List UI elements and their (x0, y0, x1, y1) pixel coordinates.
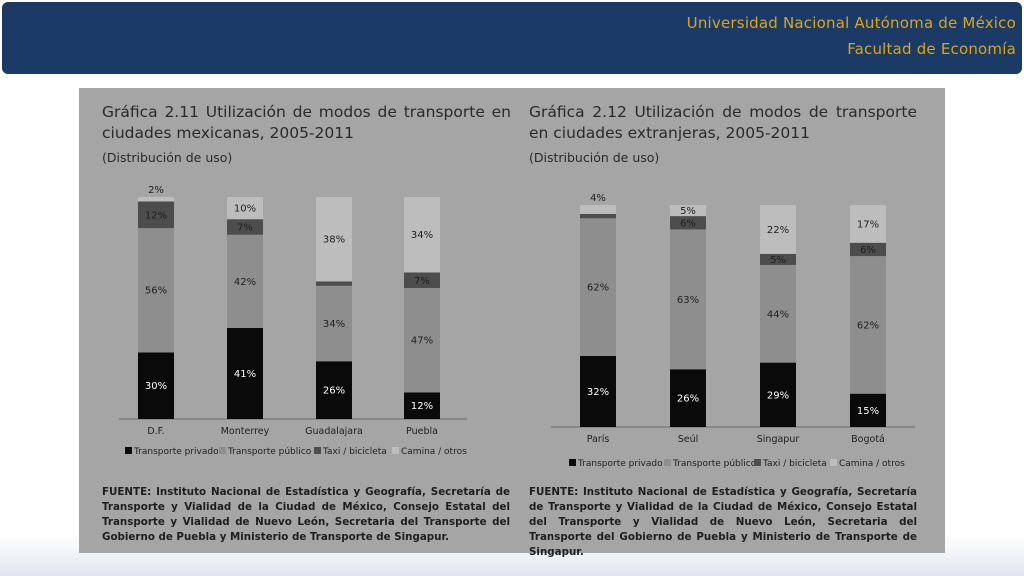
right-chart-label-singapur-taxi-bicicleta: 5% (770, 255, 786, 266)
right-chart-legend-camina-otros: Camina / otros (839, 459, 905, 469)
right-chart-bar-seul-transporte-privado (670, 369, 706, 427)
right-chart-legend-transporte-publico: Transporte público (672, 459, 757, 469)
left-chart-bar-guadalajara-transporte-privado (316, 361, 352, 419)
right-chart-label-singapur-transporte-publico: 44% (767, 309, 789, 320)
left-chart-label-guadalajara-transporte-publico: 34% (323, 319, 345, 330)
left-chart-bar-guadalajara-camina-otros (316, 197, 352, 282)
right-chart-bar-singapur-camina-otros (760, 205, 796, 254)
left-chart-subtitle: (Distribución de uso) (102, 150, 233, 165)
left-chart-label-monterrey-transporte-privado: 41% (234, 369, 256, 380)
right-chart-label-paris-transporte-publico: 62% (587, 283, 609, 294)
right-chart-bar-paris-transporte-publico (580, 218, 616, 356)
left-chart-bar-puebla-taxi-bicicleta (404, 272, 440, 289)
right-source-note: FUENTE: Instituto Nacional de Estadístic… (529, 486, 917, 558)
left-chart-tick-puebla: Puebla (406, 426, 438, 437)
left-chart-bar-guadalajara-taxi-bicicleta (316, 281, 352, 286)
right-chart-legend-transporte-privado: Transporte privado (577, 459, 663, 469)
right-chart-bar-paris-transporte-privado (580, 355, 616, 427)
right-chart-label-bogota-taxi-bicicleta: 6% (860, 245, 876, 256)
left-chart-bar-monterrey-camina-otros (227, 197, 263, 220)
right-chart-label-paris-transporte-privado: 32% (587, 387, 609, 398)
left-chart-legend-camina-otros: Camina / otros (401, 447, 467, 457)
right-chart-tick-singapur: Singapur (757, 434, 800, 445)
right-chart-label-singapur-transporte-privado: 29% (767, 390, 789, 401)
faculty-name: Facultad de Economía (847, 40, 1016, 58)
left-chart-legend-taxi-bicicleta: Taxi / bicicleta (322, 447, 387, 457)
left-chart-bar-d-f-transporte-privado (138, 352, 174, 419)
left-chart-bar-d-f-camina-otros (138, 197, 174, 202)
right-chart-label-seul-transporte-privado: 26% (677, 394, 699, 405)
left-chart-bar-d-f-taxi-bicicleta (138, 201, 174, 229)
right-chart-bar-singapur-taxi-bicicleta (760, 253, 796, 265)
left-chart-label-d-f-taxi-bicicleta: 12% (145, 210, 167, 221)
left-chart-tick-d-f: D.F. (147, 426, 164, 437)
university-name: Universidad Nacional Autónoma de México (686, 14, 1016, 32)
left-chart-bar-puebla-transporte-privado (404, 392, 440, 419)
right-chart-legend-swatch-camina-otros (830, 459, 837, 466)
left-chart-label-puebla-taxi-bicicleta: 7% (414, 276, 430, 287)
left-chart-label-guadalajara-camina-otros: 38% (323, 235, 345, 246)
left-chart-label-d-f-camina-otros: 2% (148, 185, 164, 196)
right-chart-label-paris-camina-otros: 4% (590, 193, 606, 204)
right-chart-bar-bogota-taxi-bicicleta (850, 242, 886, 257)
left-chart-legend-swatch-transporte-privado (125, 447, 132, 454)
right-chart-tick-paris: París (587, 434, 610, 445)
right-chart-label-seul-transporte-publico: 63% (677, 295, 699, 306)
right-chart-bar-singapur-transporte-publico (760, 264, 796, 363)
left-stacked-bar-chart: 30% 56% 12% 2% D.F. 41% 42% 7% 10% Monterrey 26% 34… (119, 185, 467, 457)
right-chart-label-seul-taxi-bicicleta: 6% (680, 218, 696, 229)
title-banner: Universidad Nacional Autónoma de México … (2, 2, 1022, 74)
right-chart-bar-bogota-camina-otros (850, 205, 886, 243)
left-chart-bar-d-f-transporte-publico (138, 228, 174, 353)
left-chart-label-monterrey-taxi-bicicleta: 7% (237, 222, 253, 233)
left-chart-tick-monterrey: Monterrey (221, 426, 270, 437)
left-chart-legend-swatch-transporte-publico (219, 447, 226, 454)
left-chart-legend-swatch-camina-otros (392, 447, 399, 454)
left-chart-bar-monterrey-transporte-publico (227, 234, 263, 328)
right-chart-title: Gráfica 2.12 Utilización de modos de tra… (529, 103, 917, 142)
right-chart-label-bogota-transporte-privado: 15% (857, 406, 879, 417)
left-chart-bar-puebla-camina-otros (404, 197, 440, 273)
left-chart-tick-guadalajara: Guadalajara (305, 426, 363, 437)
right-chart-tick-bogota: Bogotá (851, 434, 885, 445)
left-chart-bar-guadalajara-transporte-publico (316, 285, 352, 362)
left-chart-legend-transporte-privado: Transporte privado (133, 447, 219, 457)
left-chart-legend-swatch-taxi-bicicleta (314, 447, 321, 454)
right-stacked-bar-chart: 32%62%2%4%París26%63%6%5%Seúl29%44%5%22%… (551, 193, 915, 469)
right-chart-legend-swatch-transporte-privado (569, 459, 576, 466)
right-chart-label-seul-camina-otros: 5% (680, 206, 696, 217)
left-chart-title: Gráfica 2.11 Utilización de modos de tra… (102, 103, 511, 142)
left-chart-bar-puebla-transporte-publico (404, 288, 440, 393)
right-chart-legend-taxi-bicicleta: Taxi / bicicleta (762, 459, 827, 469)
left-chart-label-d-f-transporte-publico: 56% (145, 286, 167, 297)
right-chart-bar-bogota-transporte-publico (850, 256, 886, 394)
left-chart-label-d-f-transporte-privado: 30% (145, 381, 167, 392)
left-chart-label-puebla-transporte-privado: 12% (411, 401, 433, 412)
right-chart-bar-paris-camina-otros (580, 205, 616, 214)
right-chart-bar-singapur-transporte-privado (760, 362, 796, 427)
right-chart-bar-seul-transporte-publico (670, 229, 706, 370)
right-chart-label-bogota-transporte-publico: 62% (857, 320, 879, 331)
left-chart-label-monterrey-transporte-publico: 42% (234, 277, 256, 288)
right-chart-legend-swatch-transporte-publico (664, 459, 671, 466)
right-chart-legend-swatch-taxi-bicicleta (754, 459, 761, 466)
right-chart-bar-paris-taxi-bicicleta (580, 213, 616, 219)
left-chart-legend-transporte-publico: Transporte público (227, 447, 312, 457)
left-chart-bar-monterrey-transporte-privado (227, 327, 263, 419)
left-chart-label-guadalajara-transporte-privado: 26% (323, 386, 345, 397)
left-chart-label-puebla-transporte-publico: 47% (411, 336, 433, 347)
figure-panel: Gráfica 2.11 Utilización de modos de tra… (79, 88, 945, 558)
right-chart-label-singapur-camina-otros: 22% (767, 225, 789, 236)
left-chart-label-monterrey-camina-otros: 10% (234, 204, 256, 215)
left-source-note: FUENTE: Instituto Nacional de Estadístic… (102, 486, 510, 543)
right-chart-bar-bogota-transporte-privado (850, 393, 886, 427)
left-chart-bar-monterrey-taxi-bicicleta (227, 219, 263, 235)
right-chart-tick-seul: Seúl (678, 434, 699, 445)
right-chart-bar-seul-camina-otros (670, 205, 706, 217)
left-chart-label-puebla-camina-otros: 34% (411, 230, 433, 241)
right-chart-bar-seul-taxi-bicicleta (670, 216, 706, 230)
right-chart-label-bogota-camina-otros: 17% (857, 219, 879, 230)
right-chart-subtitle: (Distribución de uso) (529, 150, 660, 165)
